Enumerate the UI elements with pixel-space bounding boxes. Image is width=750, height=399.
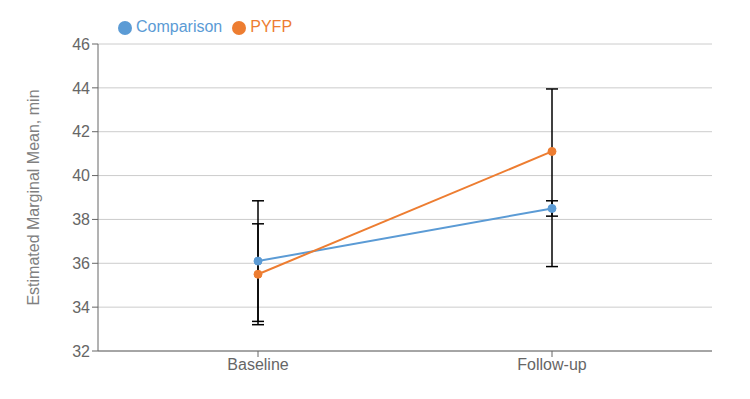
svg-text:32: 32 (72, 343, 90, 360)
svg-text:40: 40 (72, 167, 90, 184)
svg-text:36: 36 (72, 255, 90, 272)
svg-text:Estimated Marginal Mean, min: Estimated Marginal Mean, min (25, 89, 42, 305)
svg-text:Baseline: Baseline (227, 356, 288, 373)
html-text:Comparison: Comparison (136, 18, 223, 35)
svg-text:38: 38 (72, 211, 90, 228)
svg-text:42: 42 (72, 123, 90, 140)
svg-text:46: 46 (72, 36, 90, 53)
svg-text:34: 34 (72, 299, 90, 316)
html-text:PYFP: PYFP (250, 18, 293, 35)
svg-text:44: 44 (72, 80, 90, 97)
svg-text:Follow-up: Follow-up (517, 356, 586, 373)
